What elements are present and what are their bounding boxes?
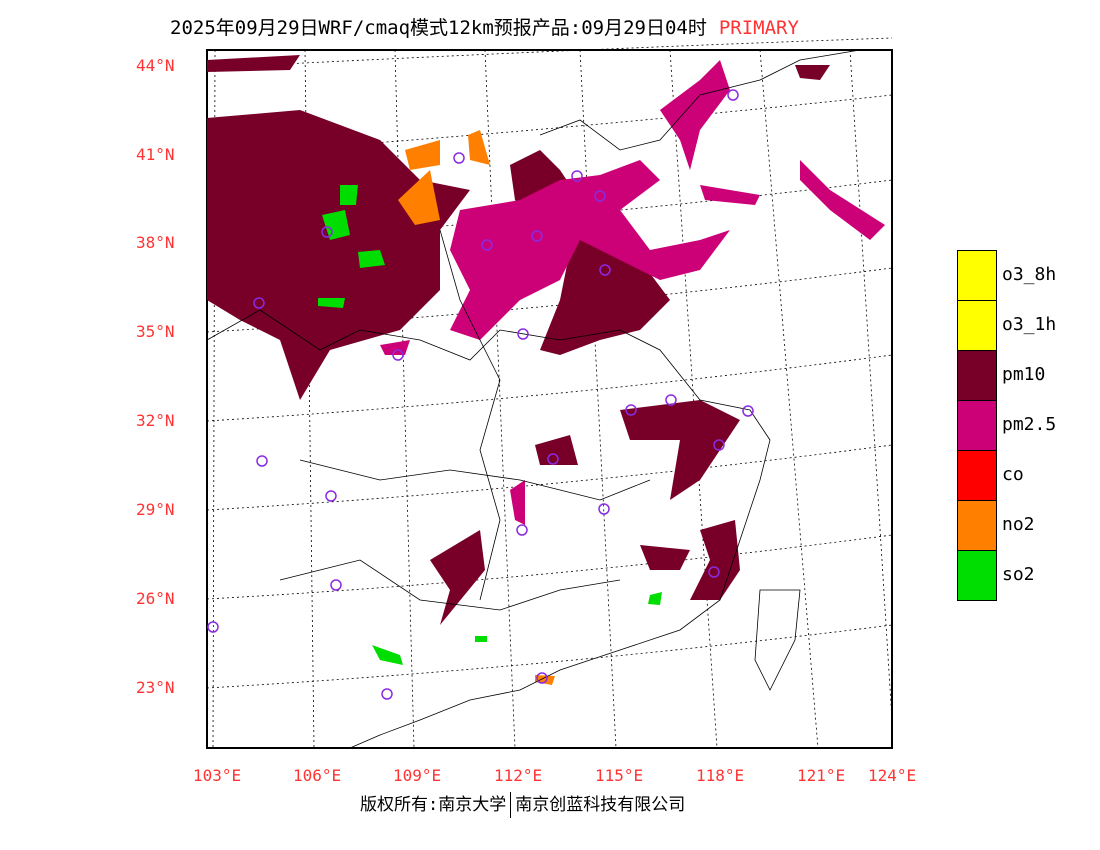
legend-swatch-so2 xyxy=(957,550,997,601)
lat-label: 44°N xyxy=(136,56,175,75)
pm10-areas xyxy=(207,55,830,625)
copyright-footer: 版权所有:南京大学 南京创蓝科技有限公司 xyxy=(360,790,685,818)
legend-label: pm10 xyxy=(1002,364,1046,385)
no2-areas xyxy=(398,130,555,685)
copyright-company: 南京创蓝科技有限公司 xyxy=(515,795,686,815)
copyright-owner: 版权所有:南京大学 xyxy=(360,795,507,815)
footer-divider xyxy=(510,792,512,818)
map-title: 2025年09月29日WRF/cmaq模式12km预报产品:09月29日04时 P… xyxy=(170,13,799,40)
lon-label: 106°E xyxy=(293,766,342,785)
lat-label: 23°N xyxy=(136,678,175,697)
lat-label: 32°N xyxy=(136,411,175,430)
lat-label: 29°N xyxy=(136,500,175,519)
lon-label: 109°E xyxy=(393,766,442,785)
legend-label: so2 xyxy=(1002,564,1035,585)
lon-label: 103°E xyxy=(193,766,242,785)
legend-label: co xyxy=(1002,464,1024,485)
lon-label: 118°E xyxy=(696,766,745,785)
legend-swatch-co xyxy=(957,450,997,501)
legend-swatch-o3-8h xyxy=(957,250,997,301)
pm25-areas xyxy=(380,60,885,525)
lat-label: 41°N xyxy=(136,145,175,164)
legend-label: o3_1h xyxy=(1002,314,1057,335)
lon-label: 124°E xyxy=(868,766,917,785)
legend-swatch-pm10 xyxy=(957,350,997,401)
legend-swatch-pm25 xyxy=(957,400,997,451)
lon-label: 112°E xyxy=(494,766,543,785)
lon-label: 121°E xyxy=(797,766,846,785)
boundaries xyxy=(206,49,861,749)
title-text: 2025年09月29日WRF/cmaq模式12km预报产品:09月29日04时 xyxy=(170,17,707,39)
legend-label: o3_8h xyxy=(1002,264,1057,285)
so2-areas xyxy=(318,185,662,665)
legend-label: pm2.5 xyxy=(1002,414,1057,435)
lon-label: 115°E xyxy=(595,766,644,785)
legend-swatch-o3-1h xyxy=(957,300,997,351)
primary-label: PRIMARY xyxy=(718,17,799,39)
city-markers xyxy=(207,89,754,700)
lat-label: 38°N xyxy=(136,233,175,252)
lat-label: 26°N xyxy=(136,589,175,608)
legend-swatch-no2 xyxy=(957,500,997,551)
lat-label: 35°N xyxy=(136,322,175,341)
legend-label: no2 xyxy=(1002,514,1035,535)
